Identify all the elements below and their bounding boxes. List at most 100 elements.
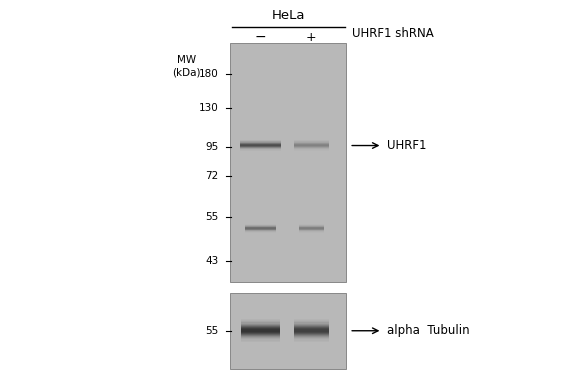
Bar (242, 326, 280, 327)
Bar (246, 231, 276, 232)
Bar (299, 226, 324, 227)
Bar (242, 322, 280, 324)
Bar (294, 320, 329, 322)
Bar (294, 338, 329, 340)
Bar (240, 142, 281, 143)
Bar (246, 229, 276, 230)
Bar (246, 232, 276, 233)
Bar (299, 224, 324, 225)
Bar (242, 335, 280, 336)
Bar (246, 230, 276, 231)
Bar (294, 145, 329, 146)
Bar (242, 325, 280, 326)
Bar (299, 228, 324, 229)
Text: UHRF1 shRNA: UHRF1 shRNA (352, 27, 434, 40)
Bar (242, 321, 280, 323)
Bar (294, 143, 329, 144)
Bar (246, 225, 276, 226)
Text: 180: 180 (198, 69, 218, 79)
Bar (242, 332, 280, 333)
Text: 130: 130 (198, 103, 218, 113)
Bar (294, 319, 329, 321)
Bar (294, 142, 329, 143)
Bar (240, 145, 281, 146)
Bar (299, 227, 324, 228)
Bar (242, 328, 280, 330)
Bar (240, 144, 281, 145)
Bar (294, 334, 329, 335)
Bar (294, 141, 329, 143)
Bar (294, 328, 329, 330)
Bar (240, 143, 281, 144)
Text: MW
(kDa): MW (kDa) (172, 55, 200, 77)
Bar (240, 145, 281, 146)
Bar (294, 337, 329, 339)
Bar (299, 232, 324, 233)
Bar (246, 230, 276, 231)
Bar (240, 147, 281, 148)
Bar (240, 150, 281, 151)
Bar (294, 336, 329, 338)
Text: alpha  Tubulin: alpha Tubulin (387, 324, 470, 337)
Bar (294, 148, 329, 149)
Bar (246, 227, 276, 228)
Bar (246, 224, 276, 225)
Bar (299, 225, 324, 226)
Bar (294, 332, 329, 333)
Bar (242, 338, 280, 340)
Bar (294, 141, 329, 142)
Bar (246, 225, 276, 226)
Text: 95: 95 (205, 143, 218, 152)
Text: +: + (306, 31, 317, 43)
Bar (294, 322, 329, 324)
Bar (294, 341, 329, 342)
Bar (299, 230, 324, 231)
Bar (294, 150, 329, 151)
Bar (299, 227, 324, 228)
Text: −: − (255, 30, 267, 44)
Bar (246, 231, 276, 232)
Bar (242, 329, 280, 331)
Bar (294, 329, 329, 331)
Bar (294, 325, 329, 326)
Bar (230, 293, 346, 369)
Bar (240, 146, 281, 147)
Bar (299, 229, 324, 230)
Bar (294, 324, 329, 325)
Bar (294, 146, 329, 147)
Bar (242, 339, 280, 341)
Bar (294, 321, 329, 323)
Bar (299, 228, 324, 229)
Bar (240, 148, 281, 149)
Bar (246, 229, 276, 230)
Bar (299, 229, 324, 230)
Bar (242, 334, 280, 335)
Bar (294, 149, 329, 150)
Bar (240, 149, 281, 150)
Bar (242, 319, 280, 321)
Bar (240, 141, 281, 143)
Bar (294, 333, 329, 334)
Bar (240, 148, 281, 149)
Bar (294, 146, 329, 147)
Bar (294, 339, 329, 341)
Bar (240, 141, 281, 142)
Bar (294, 144, 329, 145)
Bar (294, 145, 329, 146)
Bar (294, 147, 329, 148)
Bar (294, 335, 329, 336)
Bar (294, 147, 329, 148)
Bar (230, 43, 346, 282)
Bar (299, 231, 324, 232)
Bar (242, 336, 280, 338)
Bar (246, 226, 276, 227)
Bar (294, 326, 329, 327)
Text: 43: 43 (205, 256, 218, 266)
Text: UHRF1: UHRF1 (387, 139, 427, 152)
Text: 72: 72 (205, 171, 218, 181)
Bar (242, 341, 280, 342)
Bar (242, 320, 280, 322)
Bar (242, 327, 280, 328)
Bar (240, 146, 281, 147)
Bar (242, 333, 280, 334)
